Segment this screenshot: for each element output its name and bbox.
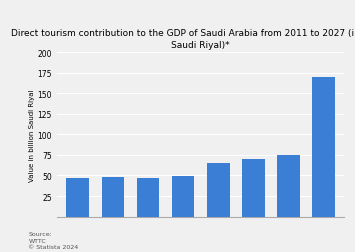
Bar (277, 155, 300, 217)
Bar (137, 178, 159, 217)
Bar (66, 178, 89, 217)
Title: Direct tourism contribution to the GDP of Saudi Arabia from 2011 to 2027 (in bil: Direct tourism contribution to the GDP o… (11, 29, 355, 49)
Y-axis label: Value in billion Saudi Riyal: Value in billion Saudi Riyal (29, 89, 35, 181)
Bar (242, 159, 264, 217)
Text: Source:
WTTC
© Statista 2024: Source: WTTC © Statista 2024 (28, 231, 79, 249)
Bar (172, 177, 195, 217)
Bar (102, 177, 124, 217)
Bar (207, 164, 229, 217)
Bar (312, 78, 335, 217)
